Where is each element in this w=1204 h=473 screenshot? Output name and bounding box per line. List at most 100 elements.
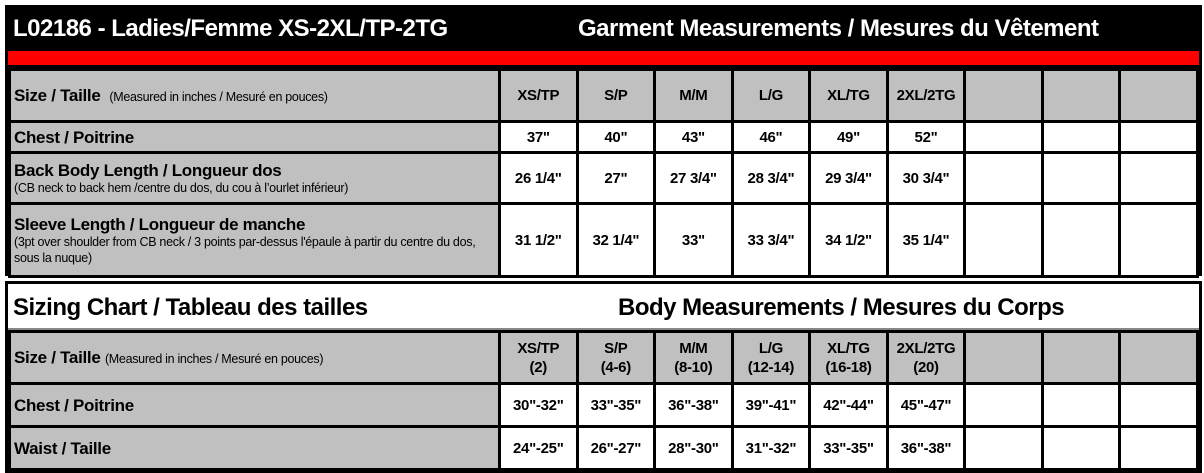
table-row: Chest / Poitrine 30"-32" 33"-35" 36"-38" 39"… xyxy=(8,382,1199,428)
row-label-cell: Chest / Poitrine xyxy=(8,120,501,154)
value-cell: 37" xyxy=(498,120,579,154)
value-cell xyxy=(963,425,1044,471)
size-header-cell: M/M (8-10) xyxy=(653,330,734,385)
value-cell xyxy=(963,202,1044,278)
value-cell: 26 1/4" xyxy=(498,151,579,205)
value-cell xyxy=(1118,202,1199,278)
garment-header: L02186 - Ladies/Femme XS-2XL/TP-2TG Garm… xyxy=(8,8,1199,48)
value-cell xyxy=(963,382,1044,428)
value-cell: 31"-32" xyxy=(730,425,812,471)
size-name: XS/TP xyxy=(517,339,560,357)
row-note: (CB neck to back hem /centre du dos, du … xyxy=(14,180,349,195)
value-cell: 42"-44" xyxy=(808,382,889,428)
row-label: Back Body Length / Longueur dos xyxy=(14,160,282,180)
value-cell: 31 1/2" xyxy=(498,202,579,278)
row-label: Sleeve Length / Longueur de manche xyxy=(14,214,306,234)
value-cell: 40" xyxy=(575,120,657,154)
body-measurements-table: Sizing Chart / Tableau des tailles Body … xyxy=(5,281,1202,473)
value-cell xyxy=(1118,151,1199,205)
size-header-cell xyxy=(963,330,1044,385)
size-header-cell xyxy=(1118,68,1199,123)
size-header-cell: S/P xyxy=(575,68,657,123)
value-cell: 28"-30" xyxy=(653,425,734,471)
value-cell: 30 3/4" xyxy=(885,151,967,205)
size-name: S/P xyxy=(604,339,628,357)
numeric-size: (20) xyxy=(913,358,939,376)
row-label-cell: Waist / Taille xyxy=(8,425,501,471)
value-cell: 36"-38" xyxy=(885,425,967,471)
size-header-cell: XS/TP (2) xyxy=(498,330,579,385)
size-header-cell: M/M xyxy=(653,68,734,123)
value-cell: 33" xyxy=(653,202,734,278)
size-header-cell xyxy=(963,68,1044,123)
row-label: Chest / Poitrine xyxy=(14,127,134,147)
size-header-cell: XS/TP xyxy=(498,68,579,123)
numeric-size: (16-18) xyxy=(825,358,872,376)
value-cell xyxy=(963,151,1044,205)
value-cell: 39"-41" xyxy=(730,382,812,428)
value-cell: 49" xyxy=(808,120,889,154)
size-header-cell: L/G xyxy=(730,68,812,123)
value-cell: 27" xyxy=(575,151,657,205)
row-note: (3pt over shoulder from CB neck / 3 poin… xyxy=(14,234,476,265)
row-label-cell: Sleeve Length / Longueur de manche (3pt o… xyxy=(8,202,501,278)
value-cell xyxy=(1118,425,1199,471)
size-header-cell: L/G (12-14) xyxy=(730,330,812,385)
size-header-row: Size / Taille (Measured in inches / Mesu… xyxy=(8,68,1199,123)
body-grid: Size / Taille (Measured in inches / Mesu… xyxy=(8,330,1199,471)
value-cell: 24"-25" xyxy=(498,425,579,471)
table-row: Back Body Length / Longueur dos (CB neck … xyxy=(8,151,1199,205)
numeric-size: (12-14) xyxy=(747,358,795,376)
size-name: L/G xyxy=(758,339,783,357)
value-cell: 52" xyxy=(885,120,967,154)
garment-subtitle: Garment Measurements / Mesures du Vêteme… xyxy=(578,15,1099,42)
value-cell: 34 1/2" xyxy=(808,202,889,278)
value-cell xyxy=(1040,202,1122,278)
size-name: 2XL/2TG xyxy=(896,339,956,357)
value-cell xyxy=(1118,120,1199,154)
row-label-cell: Back Body Length / Longueur dos (CB neck … xyxy=(8,151,501,205)
size-header-cell: 2XL/2TG (20) xyxy=(885,330,967,385)
value-cell: 30"-32" xyxy=(498,382,579,428)
table-row: Sleeve Length / Longueur de manche (3pt o… xyxy=(8,202,1199,278)
size-header-cell xyxy=(1040,68,1122,123)
value-cell: 26"-27" xyxy=(575,425,657,471)
size-header-cell: 2XL/2TG xyxy=(885,68,967,123)
body-subtitle: Body Measurements / Mesures du Corps xyxy=(618,294,1065,321)
sizing-chart-title: Sizing Chart / Tableau des tailles xyxy=(13,294,368,321)
value-cell: 33"-35" xyxy=(575,382,657,428)
value-cell: 29 3/4" xyxy=(808,151,889,205)
value-cell: 27 3/4" xyxy=(653,151,734,205)
size-header-row: Size / Taille (Measured in inches / Mesu… xyxy=(8,330,1199,385)
red-accent-bar xyxy=(8,51,1199,65)
row-label-cell: Chest / Poitrine xyxy=(8,382,501,428)
size-header-cell xyxy=(1118,330,1199,385)
size-name: XL/TG xyxy=(827,339,870,357)
value-cell: 46" xyxy=(730,120,812,154)
size-header-cell xyxy=(1040,330,1122,385)
value-cell xyxy=(1118,382,1199,428)
numeric-size: (8-10) xyxy=(674,358,713,376)
size-header-cell: XL/TG (16-18) xyxy=(808,330,889,385)
value-cell: 36"-38" xyxy=(653,382,734,428)
numeric-size: (2) xyxy=(529,358,548,376)
value-cell xyxy=(1040,120,1122,154)
value-cell: 28 3/4" xyxy=(730,151,812,205)
value-cell: 43" xyxy=(653,120,734,154)
value-cell: 35 1/4" xyxy=(885,202,967,278)
value-cell xyxy=(1040,425,1122,471)
size-header-cell: XL/TG xyxy=(808,68,889,123)
value-cell: 33 3/4" xyxy=(730,202,812,278)
body-header: Sizing Chart / Tableau des tailles Body … xyxy=(8,284,1199,330)
table-row: Waist / Taille 24"-25" 26"-27" 28"-30" 31"-3… xyxy=(8,425,1199,471)
value-cell: 32 1/4" xyxy=(575,202,657,278)
value-cell xyxy=(1040,151,1122,205)
value-cell xyxy=(963,120,1044,154)
size-label-cell: Size / Taille (Measured in inches / Mesu… xyxy=(8,68,501,123)
size-header-cell: S/P (4-6) xyxy=(575,330,657,385)
product-title: L02186 - Ladies/Femme XS-2XL/TP-2TG xyxy=(13,15,448,42)
size-name: M/M xyxy=(679,339,708,357)
value-cell: 33"-35" xyxy=(808,425,889,471)
value-cell: 45"-47" xyxy=(885,382,967,428)
value-cell xyxy=(1040,382,1122,428)
